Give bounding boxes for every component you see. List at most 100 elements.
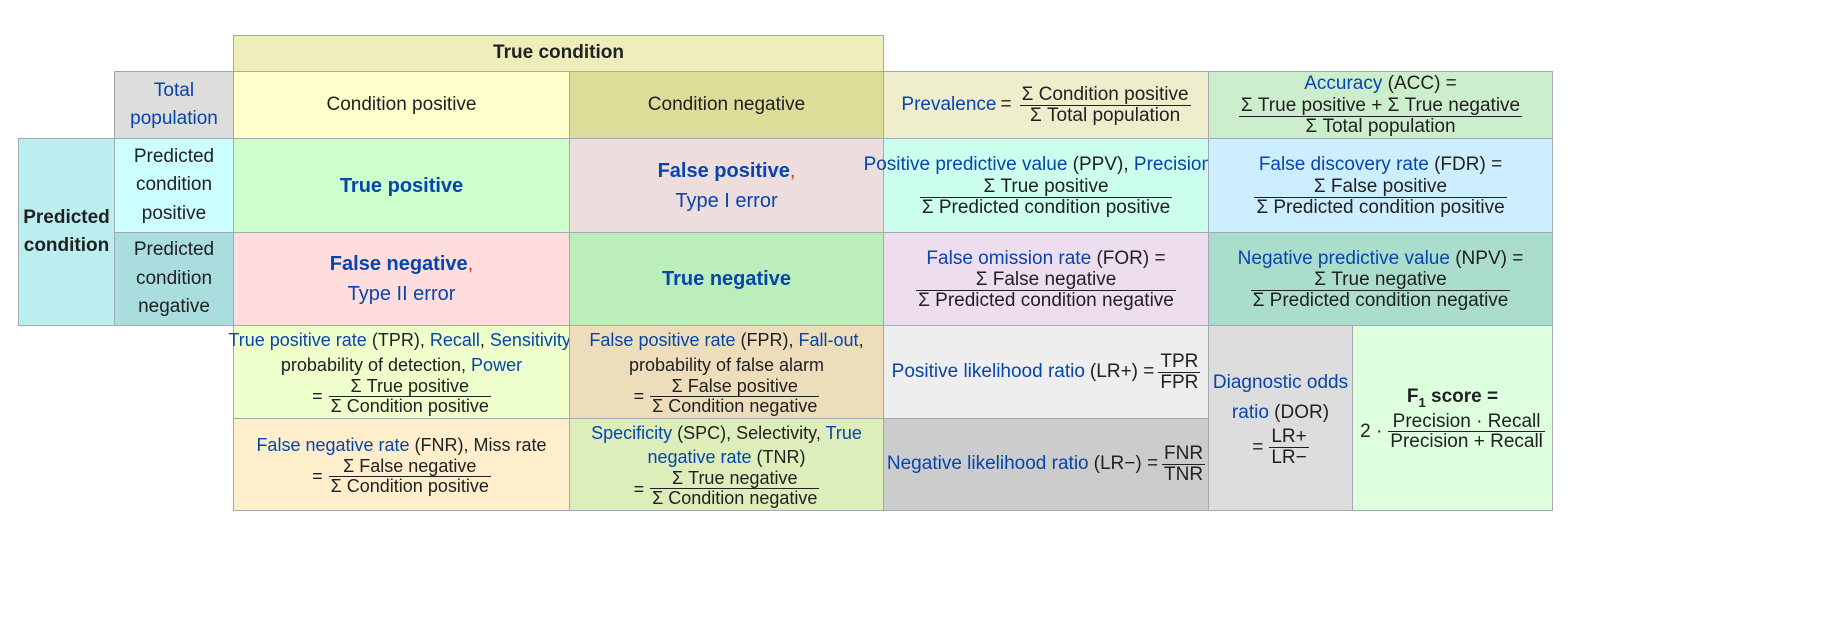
recall-link[interactable]: Recall: [429, 330, 480, 351]
predicted-condition-label: Predicted condition: [23, 206, 110, 257]
lr-negative-link[interactable]: Negative likelihood ratio: [886, 453, 1089, 475]
tpr-link[interactable]: True positive rate: [228, 330, 367, 351]
lr-positive-fraction: TPR FPR: [1158, 350, 1201, 393]
fnr-numerator: Σ False negative: [328, 457, 491, 478]
tnr-link-a[interactable]: True: [825, 422, 862, 443]
f1-label: score =: [1431, 385, 1499, 407]
specificity-link[interactable]: Specificity: [591, 422, 673, 443]
fpr-fraction: Σ False positive Σ Condition negative: [650, 377, 820, 416]
condition-negative-label: Condition negative: [647, 93, 806, 115]
condition-positive-label: Condition positive: [326, 93, 477, 115]
dor-link-a[interactable]: Diagnostic odds: [1212, 372, 1349, 394]
fpr-abbr: (FPR),: [740, 330, 794, 351]
ppv-abbr: (PPV),: [1072, 154, 1129, 176]
fdr-abbr: (FDR) =: [1434, 154, 1503, 176]
prevalence-eq: =: [1000, 93, 1012, 115]
tpr-numerator: Σ True positive: [328, 377, 491, 397]
for-link[interactable]: False omission rate: [926, 247, 1092, 269]
f1-denominator: Precision + Recall: [1390, 431, 1543, 453]
spc-abbr: (SPC), Selectivity,: [677, 422, 821, 443]
prevalence-fraction: Σ Condition positive Σ Total population: [1019, 83, 1191, 126]
dor-abbr: (DOR): [1274, 401, 1330, 423]
true-condition-label: True condition: [493, 42, 624, 64]
fnr-eq: =: [312, 466, 323, 487]
fnr-cell: False negative rate (FNR), Miss rate = Σ…: [233, 418, 570, 511]
fdr-cell: False discovery rate (FDR) = Σ False pos…: [1208, 138, 1553, 233]
false-negative-cell: False negative, Type II error: [233, 232, 570, 326]
true-negative-cell: True negative: [569, 232, 884, 326]
for-fraction: Σ False negative Σ Predicted condition n…: [916, 270, 1176, 311]
fnr-denominator: Σ Condition positive: [330, 476, 489, 497]
predicted-negative-label: Predicted condition negative: [133, 239, 215, 318]
lr-negative-numerator: FNR: [1162, 443, 1206, 465]
fpr-numerator: Σ False positive: [650, 377, 820, 397]
spc-fraction: Σ True negative Σ Condition negative: [650, 469, 820, 509]
tpr-denominator: Σ Condition positive: [330, 395, 489, 416]
accuracy-link[interactable]: Accuracy: [1304, 73, 1383, 95]
accuracy-numerator: Σ True positive + Σ True negative: [1238, 94, 1523, 117]
spc-denominator: Σ Condition negative: [652, 488, 818, 509]
npv-link[interactable]: Negative predictive value: [1237, 247, 1450, 269]
sensitivity-link[interactable]: Sensitivity: [489, 330, 570, 351]
total-population-cell[interactable]: Total population: [114, 71, 234, 139]
condition-positive-header: Condition positive: [233, 71, 570, 139]
fpr-cell: False positive rate (FPR), Fall-out, pro…: [569, 325, 884, 419]
accuracy-denominator: Σ Total population: [1305, 115, 1456, 137]
f1-fraction: Precision · Recall Precision + Recall: [1388, 411, 1545, 453]
ppv-cell: Positive predictive value (PPV), Precisi…: [864, 138, 1228, 233]
fpr-denominator: Σ Condition negative: [652, 395, 818, 416]
dor-link-b[interactable]: ratio: [1231, 401, 1269, 423]
f1-factor: 2 ·: [1360, 420, 1383, 442]
for-abbr: (FOR) =: [1096, 247, 1166, 269]
lr-negative-abbr: (LR−) =: [1093, 453, 1159, 475]
tpr-fraction: Σ True positive Σ Condition positive: [328, 377, 491, 416]
power-link[interactable]: Power: [471, 354, 523, 375]
predicted-condition-header: Predicted condition: [18, 138, 115, 326]
predicted-positive-header: Predicted condition positive: [114, 138, 234, 233]
fdr-numerator: Σ False positive: [1254, 176, 1507, 198]
dor-numerator: LR+: [1269, 426, 1309, 448]
ppv-link[interactable]: Positive predictive value: [863, 154, 1068, 176]
true-positive-link[interactable]: True positive: [339, 174, 464, 197]
prevalence-numerator: Σ Condition positive: [1019, 83, 1191, 106]
predicted-negative-header: Predicted condition negative: [114, 232, 234, 326]
fall-out-link[interactable]: Fall-out: [798, 330, 859, 351]
true-negative-link[interactable]: True negative: [662, 268, 791, 290]
type-ii-error-link[interactable]: Type II error: [347, 283, 456, 305]
fnr-link[interactable]: False negative rate: [256, 434, 410, 455]
dor-denominator: LR−: [1271, 446, 1307, 468]
ppv-fraction: Σ True positive Σ Predicted condition po…: [919, 176, 1173, 218]
dor-fraction: LR+ LR−: [1269, 426, 1309, 468]
npv-abbr: (NPV) =: [1455, 247, 1524, 269]
ppv-denominator: Σ Predicted condition positive: [921, 196, 1171, 218]
tpr-abbr: (TPR),: [371, 330, 425, 351]
lr-negative-cell: Negative likelihood ratio (LR−) = FNR TN…: [883, 418, 1209, 511]
tnr-link-b[interactable]: negative rate: [647, 447, 752, 468]
false-negative-link[interactable]: False negative: [329, 253, 468, 275]
precision-link[interactable]: Precision: [1133, 154, 1213, 176]
accuracy-cell: Accuracy (ACC) = Σ True positive + Σ Tru…: [1208, 71, 1553, 139]
dor-eq: =: [1252, 436, 1264, 458]
accuracy-fraction: Σ True positive + Σ True negative Σ Tota…: [1238, 94, 1523, 137]
f1-numerator: Precision · Recall: [1388, 411, 1545, 433]
lr-negative-denominator: TNR: [1164, 464, 1204, 485]
for-cell: False omission rate (FOR) = Σ False nega…: [883, 232, 1209, 326]
spc-eq: =: [633, 478, 645, 499]
fpr-link[interactable]: False positive rate: [589, 330, 736, 351]
f1-link[interactable]: F: [1406, 385, 1419, 407]
f1-score-cell: F1 score = 2 · Precision · Recall Precis…: [1352, 325, 1553, 511]
tpr-text: probability of detection,: [280, 354, 467, 375]
accuracy-abbr: (ACC) =: [1387, 73, 1457, 95]
lr-negative-fraction: FNR TNR: [1162, 443, 1206, 485]
type-i-error-link[interactable]: Type I error: [675, 189, 778, 212]
lr-positive-link[interactable]: Positive likelihood ratio: [891, 360, 1085, 382]
dor-cell: Diagnostic odds ratio (DOR) = LR+ LR−: [1208, 325, 1353, 511]
true-condition-header: True condition: [233, 35, 884, 72]
lr-positive-numerator: TPR: [1158, 350, 1201, 373]
lr-positive-abbr: (LR+) =: [1089, 360, 1155, 382]
prevalence-link[interactable]: Prevalence: [901, 93, 997, 115]
fdr-link[interactable]: False discovery rate: [1258, 154, 1429, 176]
false-positive-cell: False positive, Type I error: [569, 138, 884, 233]
false-positive-link[interactable]: False positive: [657, 159, 790, 182]
total-population-link[interactable]: Total population: [130, 79, 218, 130]
